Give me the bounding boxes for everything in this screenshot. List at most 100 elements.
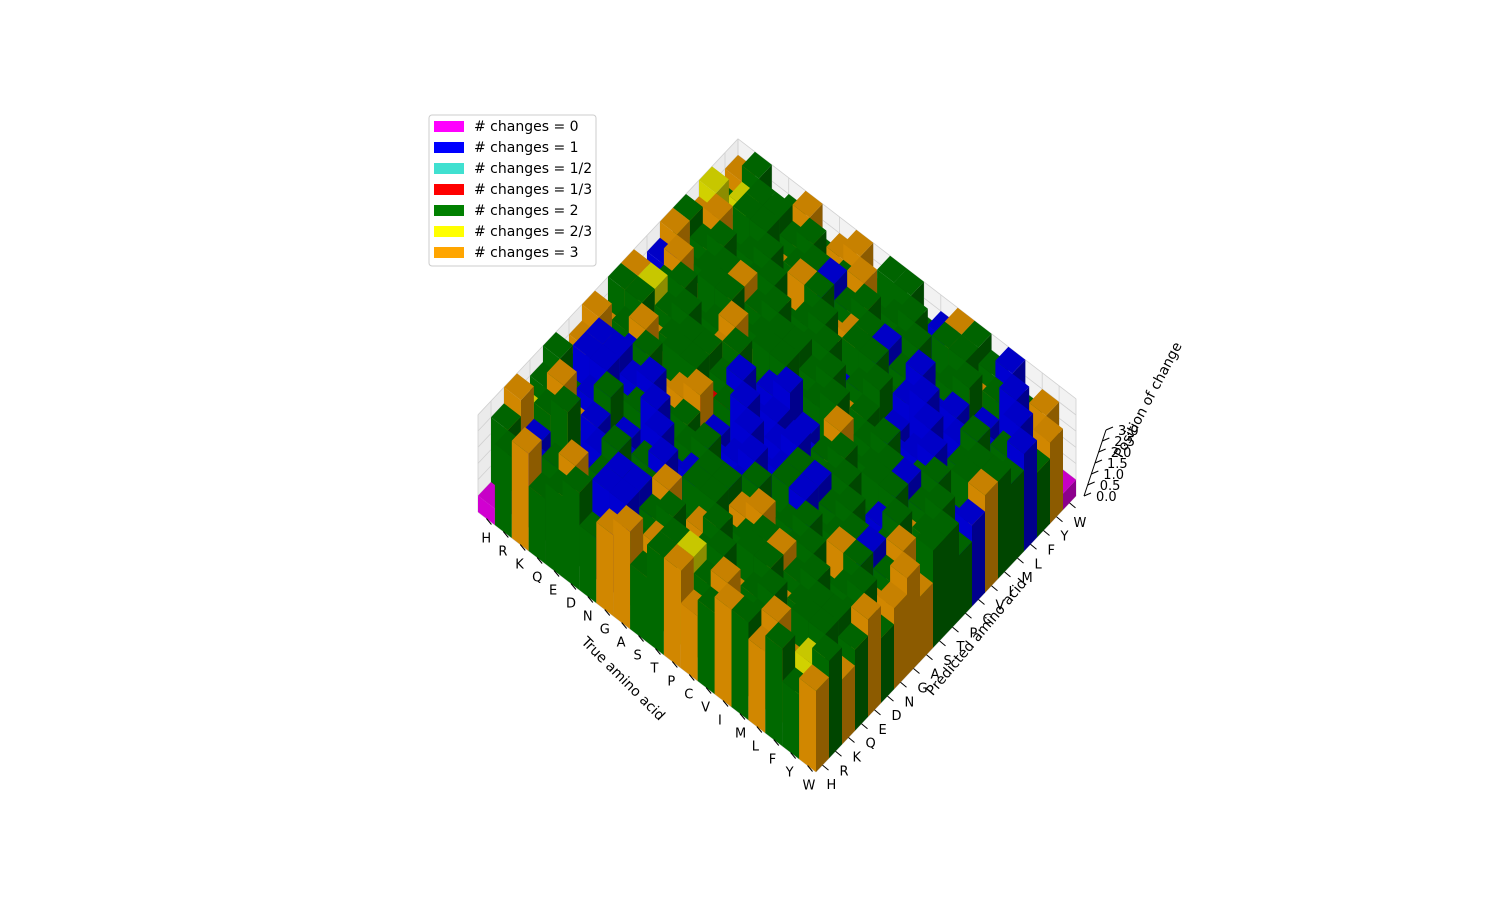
bar-top xyxy=(1003,400,1034,428)
bar-top xyxy=(796,527,827,554)
x-tick xyxy=(739,713,746,720)
bar-top xyxy=(667,261,698,289)
bar-top xyxy=(804,580,835,608)
bar-top xyxy=(745,488,776,515)
bar-top xyxy=(766,527,797,555)
bar-top xyxy=(637,262,668,289)
legend-swatch xyxy=(434,184,464,195)
bar-top xyxy=(504,373,534,401)
bar-top xyxy=(710,246,741,274)
bar-top xyxy=(792,190,823,218)
bar-top xyxy=(718,300,749,328)
x-tick-label: F xyxy=(769,753,776,768)
bar-top xyxy=(749,205,780,233)
bar-side xyxy=(816,677,829,772)
bar-side xyxy=(868,605,881,717)
bar-top xyxy=(843,539,874,566)
bar-front xyxy=(647,544,664,655)
bar-top xyxy=(951,455,982,483)
z-tick xyxy=(1091,470,1099,475)
bar-top xyxy=(593,371,624,398)
x-tick-label: Q xyxy=(532,571,542,586)
bar-side xyxy=(972,511,985,607)
bar-top xyxy=(714,273,745,301)
bar-top xyxy=(702,502,733,530)
y-tick xyxy=(965,612,972,619)
bar-top xyxy=(948,334,979,362)
bar-top xyxy=(702,193,733,220)
bar-top xyxy=(952,361,983,389)
bar-top xyxy=(773,366,803,393)
bar-top xyxy=(602,330,633,358)
y-tick-label: F xyxy=(1048,544,1055,559)
y-tick-label: W xyxy=(1074,516,1087,531)
bar-top xyxy=(543,332,573,359)
bar-top xyxy=(558,439,589,466)
bar-front xyxy=(765,635,783,746)
bar-top xyxy=(871,323,902,350)
x-tick xyxy=(807,765,813,772)
bar-front xyxy=(799,678,816,772)
z-tick-label: 0.0 xyxy=(1096,490,1117,505)
bar-side xyxy=(855,635,868,731)
bar-top xyxy=(891,457,922,484)
x-tick xyxy=(688,674,695,681)
bar-top xyxy=(682,462,712,490)
bar-top xyxy=(1029,389,1060,416)
y-tick-label: K xyxy=(853,751,862,766)
bar-top xyxy=(921,456,952,484)
bar-top xyxy=(589,344,620,371)
bar-top xyxy=(663,544,694,571)
bar-top xyxy=(738,434,768,462)
bar-top xyxy=(608,263,638,290)
bar-front xyxy=(714,596,732,707)
bar-top xyxy=(609,478,640,505)
bar-top xyxy=(929,510,959,537)
x-tick xyxy=(756,726,763,733)
bar-top xyxy=(944,307,975,335)
bar-top xyxy=(640,383,671,410)
x-tick xyxy=(655,648,661,655)
bar-top xyxy=(749,514,780,542)
bar-top xyxy=(787,258,818,285)
y-tick xyxy=(926,654,933,661)
bar-side xyxy=(1024,440,1037,552)
bar-top xyxy=(700,414,731,441)
y-tick-label: P xyxy=(970,626,978,641)
bar-top xyxy=(788,473,819,501)
legend-swatch xyxy=(434,247,464,258)
bar-top xyxy=(862,363,893,391)
bar-side xyxy=(829,647,842,759)
y-tick-label: C xyxy=(983,613,992,628)
x-tick-label: L xyxy=(752,740,760,755)
x-tick xyxy=(671,661,678,668)
bar-top xyxy=(995,346,1026,374)
bar-top xyxy=(856,525,887,553)
bar-top xyxy=(679,341,710,369)
bar-top xyxy=(792,500,823,527)
bar-top xyxy=(671,288,702,315)
bar-top xyxy=(874,444,905,471)
z-tick-label: 0.5 xyxy=(1100,479,1121,494)
bar-top xyxy=(761,285,792,313)
bar-top xyxy=(812,324,842,352)
y-tick xyxy=(1069,502,1076,509)
bar-top xyxy=(855,310,885,337)
bar-top xyxy=(520,418,551,446)
x-tick-label: E xyxy=(549,584,557,599)
y-tick xyxy=(1043,530,1050,536)
bar-top xyxy=(762,191,793,219)
bar-top xyxy=(771,460,802,488)
x-tick xyxy=(587,596,594,603)
legend-swatch xyxy=(434,226,464,237)
bar-top xyxy=(960,415,991,442)
bar-top xyxy=(760,396,790,423)
z-tick-label: 2.5 xyxy=(1114,435,1135,450)
bar-top xyxy=(582,290,612,318)
bar-front xyxy=(680,603,698,681)
bar-top xyxy=(838,622,868,650)
bar-top xyxy=(727,259,758,287)
y-tick xyxy=(887,695,894,702)
y-tick-label: E xyxy=(879,723,887,738)
x-tick-label: D xyxy=(566,597,576,612)
